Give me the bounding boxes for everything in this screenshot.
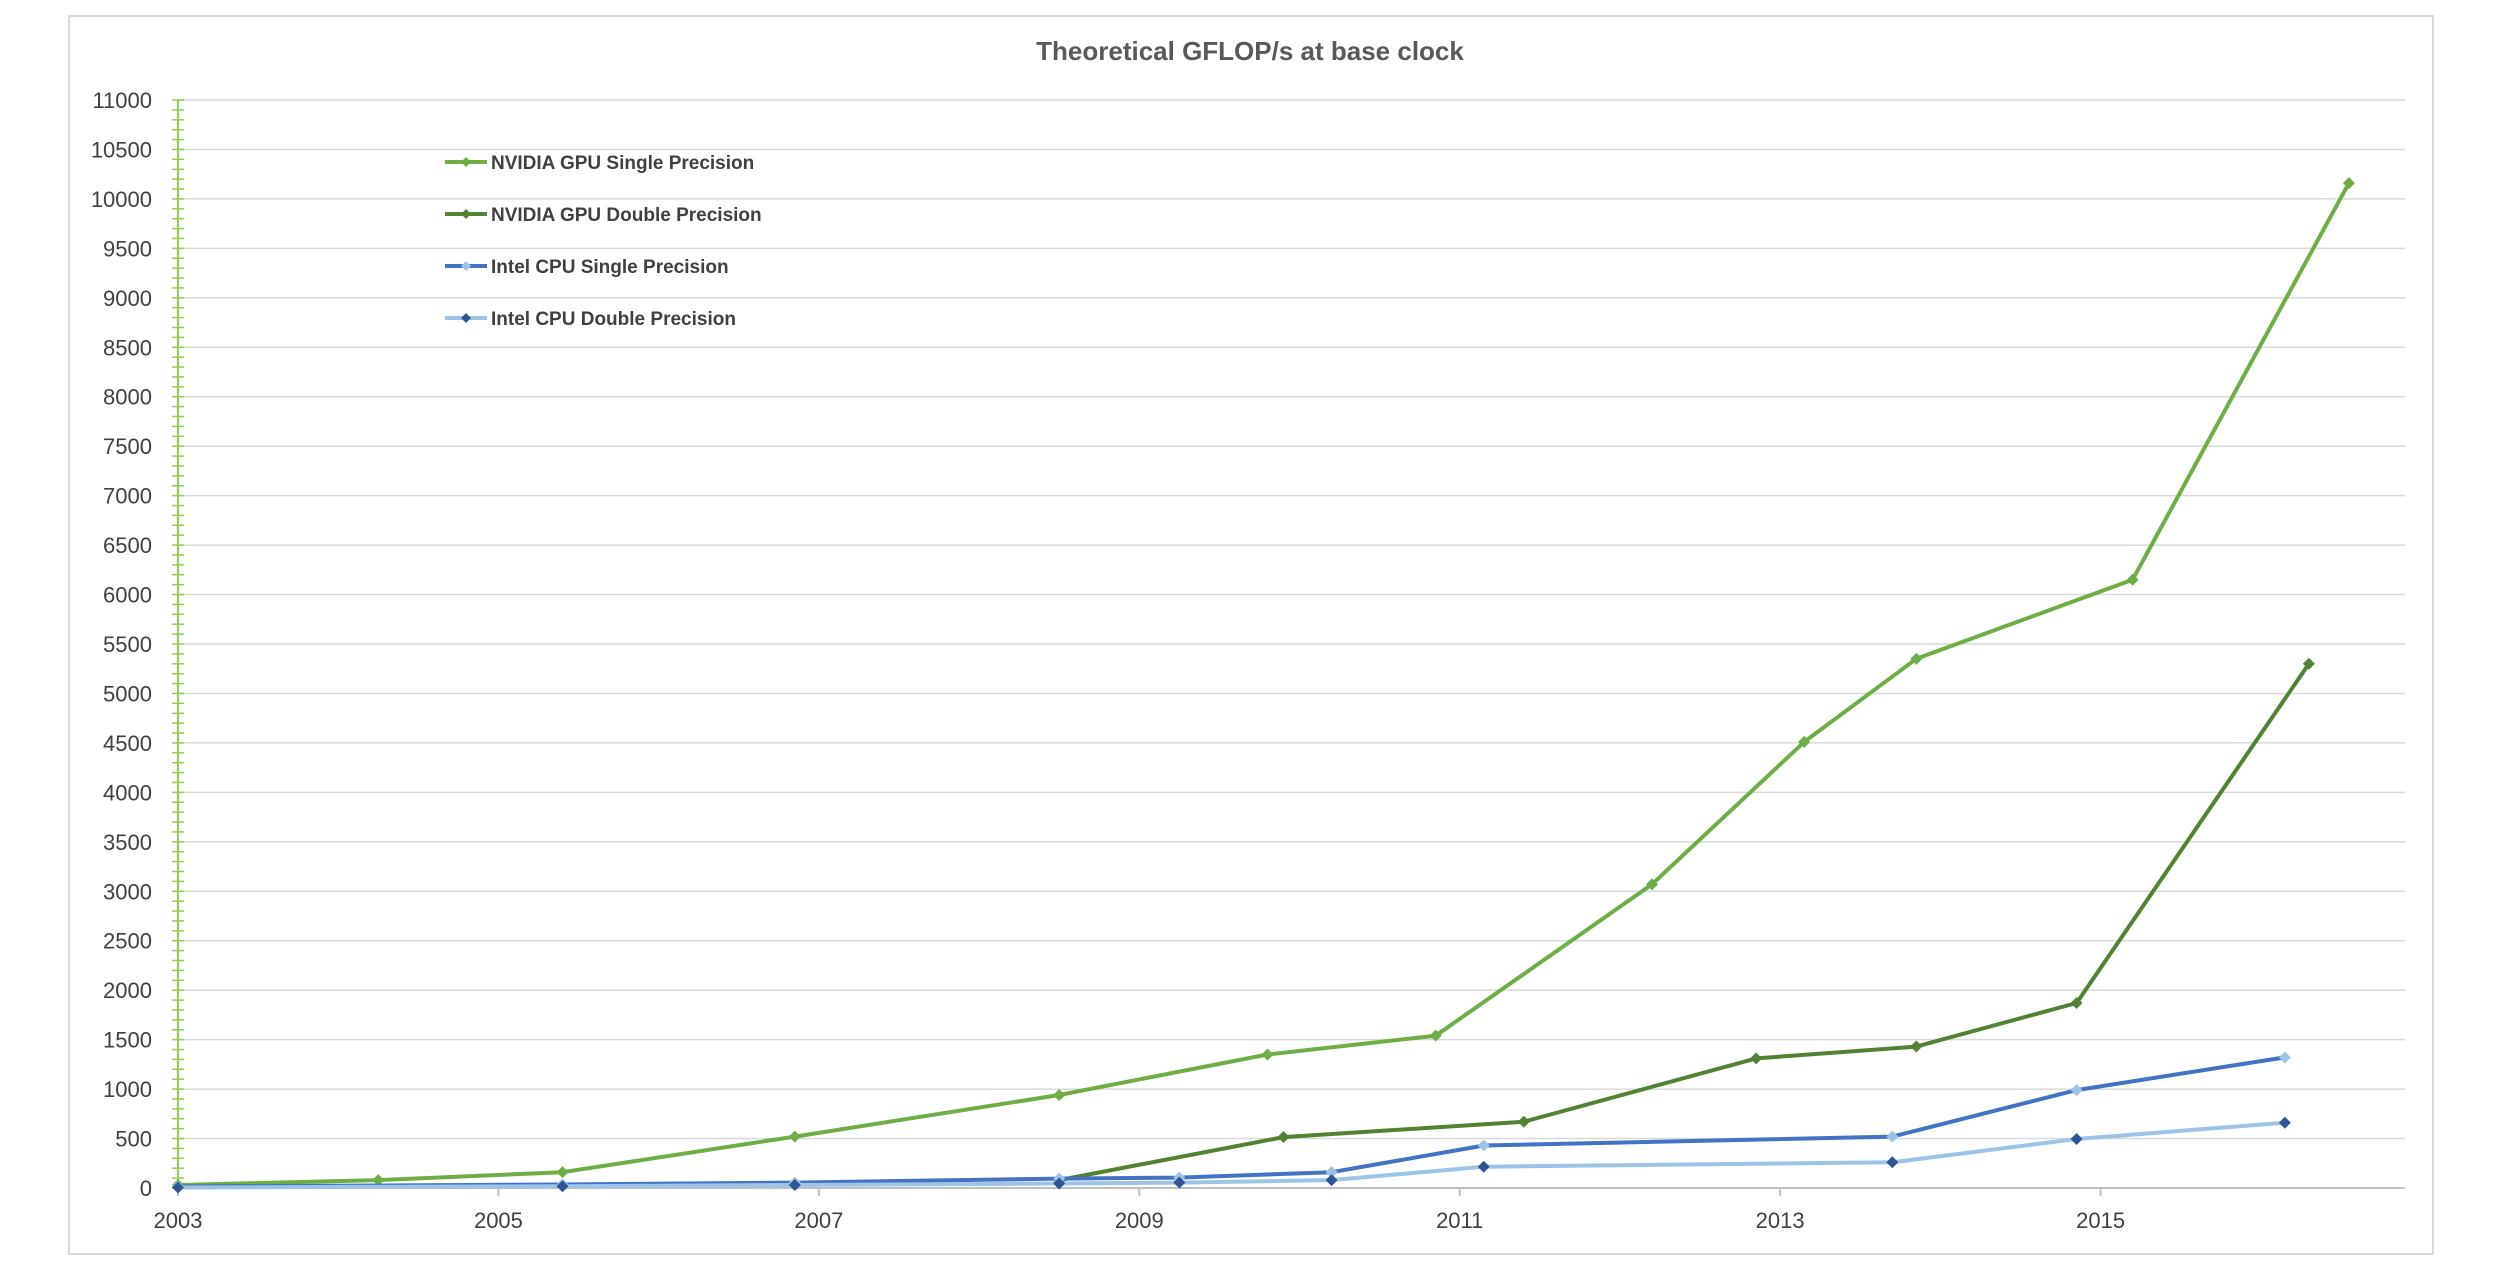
- y-tick-label: 4000: [103, 780, 152, 805]
- data-point: [2126, 573, 2139, 586]
- legend-marker: [461, 313, 471, 323]
- x-tick-label: 2007: [794, 1208, 843, 1233]
- legend-label: Intel CPU Single Precision: [491, 257, 729, 278]
- data-point: [1517, 1115, 1530, 1128]
- x-tick-label: 2003: [154, 1208, 203, 1233]
- y-tick-label: 0: [140, 1176, 152, 1201]
- y-tick-label: 8500: [103, 335, 152, 360]
- x-tick-label: 2011: [1436, 1208, 1483, 1233]
- data-point: [1053, 1089, 1066, 1102]
- x-tick-label: 2009: [1115, 1208, 1164, 1233]
- legend-label: Intel CPU Double Precision: [491, 309, 736, 330]
- data-point: [2070, 997, 2083, 1010]
- x-tick-label: 2005: [474, 1208, 523, 1233]
- y-tick-label: 7000: [103, 484, 152, 509]
- series-line-3: [177, 1120, 2285, 1190]
- legend-label: NVIDIA GPU Double Precision: [491, 205, 762, 226]
- y-tick-label: 8000: [103, 385, 152, 410]
- legend-marker: [461, 209, 471, 219]
- y-tick-label: 3500: [103, 830, 152, 855]
- data-point: [2302, 657, 2315, 670]
- chart-title: Theoretical GFLOP/s at base clock: [1036, 36, 1464, 66]
- data-point: [788, 1179, 801, 1192]
- y-tick-label: 9000: [103, 286, 152, 311]
- data-point: [172, 1181, 184, 1194]
- axes: 0 500 1000 1500 2000 2500 3000 3500 4000 4500 5000…: [91, 88, 2405, 1233]
- data-point: [1798, 735, 1811, 748]
- data-point: [1261, 1048, 1274, 1061]
- y-tick-label: 10500: [91, 137, 152, 162]
- legend-marker: [461, 261, 471, 271]
- data-point: [1429, 1029, 1442, 1042]
- legend: NVIDIA GPU Single Precision NVIDIA GPU Do…: [445, 153, 762, 330]
- y-tick-label: 5500: [103, 632, 152, 657]
- data-point: [2070, 1133, 2083, 1146]
- y-tick-label: 500: [115, 1127, 152, 1152]
- data-point: [2070, 1084, 2083, 1097]
- y-tick-label: 9500: [103, 236, 152, 261]
- y-tick-label: 4500: [103, 731, 152, 756]
- data-point: [372, 1174, 385, 1187]
- data-point: [2278, 1116, 2291, 1129]
- data-point: [788, 1130, 801, 1143]
- data-point: [1645, 878, 1658, 891]
- data-point: [1325, 1174, 1338, 1187]
- x-tick-label: 2013: [1756, 1208, 1805, 1233]
- y-tick-label: 6500: [103, 533, 152, 558]
- y-tick-label: 2000: [103, 978, 152, 1003]
- data-point: [1886, 1156, 1899, 1169]
- data-point: [2342, 177, 2355, 190]
- chart-frame: [68, 15, 2434, 1255]
- series-line-1: [1058, 662, 2311, 1183]
- series-lines: [172, 177, 2355, 1194]
- data-point: [556, 1180, 569, 1193]
- data-point: [1910, 652, 1923, 665]
- y-tick-label: 3000: [103, 879, 152, 904]
- y-tick-label: 1500: [103, 1028, 152, 1053]
- y-tick-label: 6000: [103, 583, 152, 608]
- data-point: [1477, 1160, 1490, 1173]
- data-point: [1477, 1139, 1490, 1152]
- y-tick-label: 7500: [103, 434, 152, 459]
- y-tick-label: 11000: [92, 88, 152, 113]
- legend-label: NVIDIA GPU Single Precision: [491, 153, 754, 174]
- data-point: [1910, 1040, 1923, 1053]
- data-point: [2278, 1051, 2291, 1064]
- y-tick-label: 5000: [103, 681, 152, 706]
- data-point: [1277, 1131, 1290, 1144]
- y-tick-label: 2500: [103, 929, 152, 954]
- data-point: [1173, 1176, 1186, 1189]
- y-tick-label: 10000: [91, 187, 152, 212]
- y-tick-label: 1000: [103, 1077, 152, 1102]
- legend-marker: [461, 157, 471, 167]
- series-line-0: [177, 182, 2351, 1187]
- data-point: [1325, 1166, 1338, 1179]
- data-point: [1886, 1130, 1899, 1143]
- x-tick-label: 2015: [2076, 1208, 2125, 1233]
- data-point: [556, 1166, 569, 1179]
- data-point: [1750, 1052, 1763, 1065]
- series-line-2: [177, 1055, 2286, 1189]
- data-point: [1053, 1177, 1066, 1190]
